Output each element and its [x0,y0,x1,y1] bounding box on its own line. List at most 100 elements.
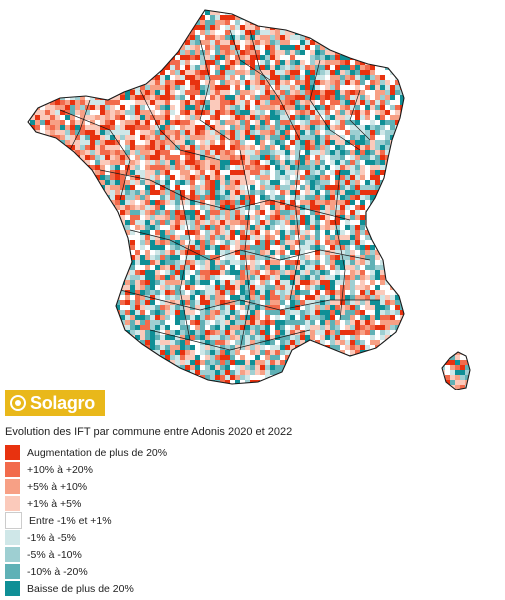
commune-cell [355,90,360,95]
commune-cell [200,180,205,185]
commune-cell [105,45,110,50]
commune-cell [215,215,220,220]
commune-cell [240,120,245,125]
commune-cell [405,210,410,215]
commune-cell [385,215,390,220]
commune-cell [250,210,255,215]
commune-cell [160,235,165,240]
commune-cell [325,90,330,95]
commune-cell [165,270,170,275]
commune-cell [470,150,475,155]
commune-cell [215,125,220,130]
commune-cell [390,15,395,20]
commune-cell [425,150,430,155]
commune-cell [20,240,25,245]
commune-cell [105,50,110,55]
commune-cell [210,230,215,235]
commune-cell [305,270,310,275]
commune-cell [415,165,420,170]
commune-cell [155,0,160,5]
commune-cell [75,245,80,250]
commune-cell [365,55,370,60]
commune-cell [325,200,330,205]
commune-cell [240,165,245,170]
commune-cell [60,265,65,270]
commune-cell [410,110,415,115]
commune-cell [275,265,280,270]
commune-cell [360,90,365,95]
commune-cell [100,110,105,115]
commune-cell [100,35,105,40]
commune-cell [470,45,475,50]
commune-cell [460,55,465,60]
commune-cell [55,195,60,200]
commune-cell [330,45,335,50]
commune-cell [400,135,405,140]
commune-cell [120,80,125,85]
commune-cell [225,5,230,10]
commune-cell [280,245,285,250]
commune-cell [200,95,205,100]
commune-cell [405,190,410,195]
commune-cell [115,190,120,195]
commune-cell [80,125,85,130]
commune-cell [350,0,355,5]
commune-cell [335,25,340,30]
commune-cell [275,50,280,55]
commune-cell [75,235,80,240]
commune-cell [285,90,290,95]
commune-cell [390,5,395,10]
commune-cell [240,130,245,135]
commune-cell [130,135,135,140]
commune-cell [85,225,90,230]
commune-cell [175,200,180,205]
commune-cell [430,115,435,120]
commune-cell [410,210,415,215]
commune-cell [310,55,315,60]
commune-cell [20,45,25,50]
commune-cell [255,270,260,275]
commune-cell [85,265,90,270]
commune-cell [385,260,390,265]
commune-cell [420,260,425,265]
commune-cell [290,120,295,125]
commune-cell [380,90,385,95]
commune-cell [205,120,210,125]
commune-cell [175,255,180,260]
commune-cell [80,240,85,245]
commune-cell [45,265,50,270]
commune-cell [200,190,205,195]
commune-cell [435,10,440,15]
commune-cell [30,35,35,40]
commune-cell [155,5,160,10]
commune-cell [345,180,350,185]
commune-cell [445,95,450,100]
commune-cell [320,90,325,95]
commune-cell [245,235,250,240]
commune-cell [350,145,355,150]
commune-cell [455,120,460,125]
commune-cell [55,100,60,105]
commune-cell [405,110,410,115]
commune-cell [110,125,115,130]
commune-cell [375,160,380,165]
commune-cell [320,5,325,10]
commune-cell [230,215,235,220]
commune-cell [235,205,240,210]
commune-cell [470,190,475,195]
commune-cell [355,55,360,60]
commune-cell [370,110,375,115]
commune-cell [235,0,240,5]
commune-cell [225,205,230,210]
commune-cell [350,105,355,110]
commune-cell [230,40,235,45]
commune-cell [75,5,80,10]
commune-cell [160,35,165,40]
commune-cell [335,5,340,10]
commune-cell [180,220,185,225]
commune-cell [215,75,220,80]
commune-cell [400,250,405,255]
commune-cell [215,70,220,75]
commune-cell [455,110,460,115]
commune-cell [320,185,325,190]
